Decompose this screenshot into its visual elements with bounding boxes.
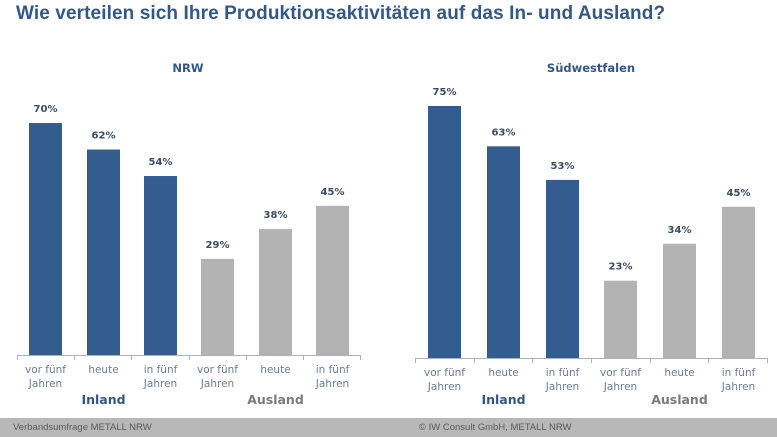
category-label: Jahren (545, 381, 579, 393)
category-label: heute (488, 367, 518, 379)
category-label: Jahren (427, 381, 461, 393)
category-label: vor fünf (197, 364, 238, 376)
bar-ausland (201, 258, 234, 355)
chart-panel-1: Südwestfalen 75% 63% 53% 23% 34% 45% vor fünf Ja… (415, 61, 768, 407)
value-label: 38% (264, 210, 288, 221)
group-label-ausland: Ausland (247, 392, 304, 407)
category-label: heute (260, 364, 290, 376)
value-label: 70% (34, 104, 58, 115)
bar-ausland (663, 243, 696, 358)
category-label: in fünf (144, 364, 178, 376)
bar-ausland (316, 205, 349, 355)
group-label-ausland: Ausland (651, 392, 708, 407)
category-label: Jahren (143, 378, 177, 390)
footer-copyright: © IW Consult GmbH, METALL NRW (419, 422, 572, 433)
category-label: heute (664, 367, 694, 379)
bar-inland (144, 176, 177, 355)
footer-bar: Verbandsumfrage METALL NRW © IW Consult … (0, 418, 777, 437)
group-label-inland: Inland (481, 392, 525, 407)
chart-title: Südwestfalen (547, 61, 635, 75)
value-label: 53% (551, 161, 575, 172)
value-label: 45% (727, 188, 751, 199)
group-label-inland: Inland (81, 392, 125, 407)
bar-inland (487, 146, 520, 358)
bar-inland (546, 179, 579, 358)
bar-ausland (259, 229, 292, 355)
bar-inland (87, 149, 120, 355)
value-label: 75% (433, 87, 457, 98)
category-label: Jahren (28, 378, 62, 390)
value-label: 34% (668, 225, 692, 236)
value-label: 29% (206, 240, 230, 251)
chart-title: NRW (172, 61, 203, 75)
category-label: in fünf (722, 367, 756, 379)
category-label: heute (88, 364, 118, 376)
value-label: 23% (609, 262, 633, 273)
category-label: in fünf (316, 364, 350, 376)
bar-inland (29, 123, 62, 355)
footer-source: Verbandsumfrage METALL NRW (13, 422, 152, 433)
value-label: 45% (321, 187, 345, 198)
category-label: Jahren (200, 378, 234, 390)
page-title: Wie verteilen sich Ihre Produktionsaktiv… (16, 3, 666, 24)
chart-panel-0: NRW 70% 62% 54% 29% 38% 45% vor fünf Jahren heute… (17, 61, 361, 407)
value-label: 54% (149, 157, 173, 168)
bar-ausland (722, 206, 755, 358)
category-label: vor fünf (600, 367, 641, 379)
value-label: 62% (92, 131, 116, 142)
category-label: vor fünf (25, 364, 66, 376)
category-label: Jahren (603, 381, 637, 393)
bar-ausland (604, 280, 637, 358)
category-label: in fünf (546, 367, 580, 379)
category-label: vor fünf (424, 367, 465, 379)
category-label: Jahren (721, 381, 755, 393)
category-label: Jahren (315, 378, 349, 390)
bar-inland (428, 106, 461, 358)
value-label: 63% (492, 127, 516, 138)
